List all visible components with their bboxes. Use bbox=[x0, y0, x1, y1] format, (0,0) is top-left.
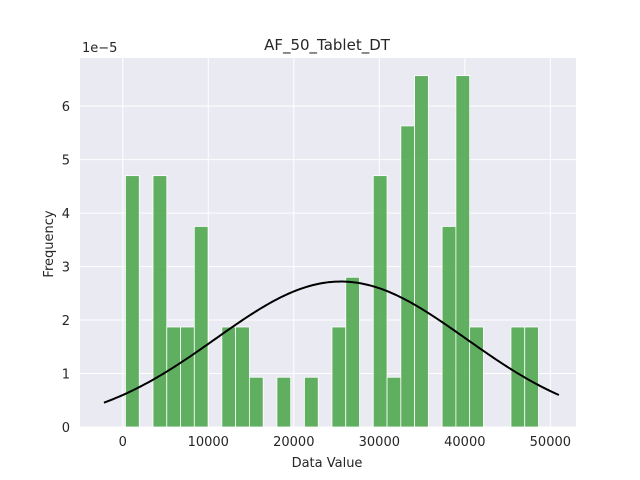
histogram-bars bbox=[125, 75, 539, 428]
histogram-bar bbox=[166, 326, 181, 428]
y-tick-label: 2 bbox=[62, 314, 70, 329]
x-tick-label: 30000 bbox=[359, 435, 400, 450]
histogram-bar bbox=[221, 326, 237, 428]
histogram-bar bbox=[276, 376, 292, 428]
x-tick-label: 10000 bbox=[188, 435, 229, 450]
x-tick-label: 40000 bbox=[444, 435, 485, 450]
histogram-bar bbox=[248, 376, 264, 428]
histogram-bar bbox=[469, 326, 484, 428]
histogram-bar bbox=[524, 326, 539, 428]
y-tick-label: 1 bbox=[62, 368, 70, 383]
histogram-bar bbox=[304, 376, 319, 428]
normal-fit-curve bbox=[103, 280, 560, 404]
histogram-bar bbox=[386, 376, 402, 428]
histogram-bar bbox=[152, 175, 168, 428]
histogram-bar bbox=[193, 226, 209, 428]
y-axis-label: Frequency bbox=[42, 210, 57, 277]
x-tick-label: 0 bbox=[119, 435, 127, 450]
y-tick-label: 0 bbox=[62, 421, 70, 436]
histogram-bar bbox=[125, 175, 140, 428]
histogram-bar bbox=[400, 125, 415, 428]
x-axis-label: Data Value bbox=[292, 456, 363, 471]
x-tick-label: 20000 bbox=[273, 435, 314, 450]
y-axis-offset-label: 1e−5 bbox=[82, 41, 117, 56]
x-tick-label: 50000 bbox=[530, 435, 571, 450]
histogram-bar bbox=[180, 326, 195, 428]
y-tick-label: 5 bbox=[62, 154, 70, 169]
y-tick-label: 3 bbox=[62, 261, 70, 276]
histogram-bar bbox=[372, 175, 388, 428]
y-tick-label: 4 bbox=[62, 207, 70, 222]
x-axis-ticks: 0 10000 20000 30000 40000 50000 bbox=[119, 435, 571, 450]
histogram-bar bbox=[331, 326, 347, 428]
y-axis-ticks: 0 1 2 3 4 5 6 bbox=[62, 100, 70, 436]
histogram-bar bbox=[414, 75, 429, 428]
y-tick-label: 6 bbox=[62, 100, 70, 115]
histogram-bar bbox=[455, 75, 471, 428]
histogram-bar bbox=[235, 326, 250, 428]
histogram-bar bbox=[345, 276, 360, 428]
chart-title: AF_50_Tablet_DT bbox=[264, 36, 391, 55]
